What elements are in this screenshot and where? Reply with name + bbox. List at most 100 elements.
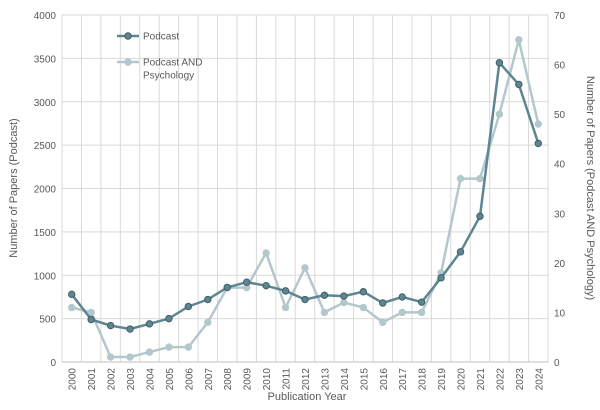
x-tick-label: 2022 (495, 368, 506, 391)
data-point (476, 212, 484, 220)
legend-label-line: Podcast (143, 32, 179, 43)
y-tick-label-left: 0 (50, 358, 56, 369)
data-point (165, 343, 173, 351)
legend-label-line: Podcast AND (143, 58, 202, 69)
data-point (379, 318, 387, 327)
x-tick-label: 2009 (243, 368, 254, 391)
data-point (340, 292, 348, 300)
x-tick-label: 2007 (204, 368, 215, 391)
data-point (359, 303, 368, 312)
x-tick-label: 2020 (457, 368, 468, 391)
x-tick-label: 2005 (165, 368, 176, 391)
data-point (204, 318, 212, 327)
y-axis-label-left: Number of Papers (Podcast) (8, 118, 20, 257)
x-tick-label: 2015 (359, 368, 370, 391)
x-tick-label: 2004 (145, 368, 156, 391)
data-point (262, 281, 270, 290)
x-tick-label: 2018 (418, 368, 429, 391)
y-tick-label-right: 30 (554, 209, 566, 220)
x-tick-label: 2010 (262, 368, 273, 391)
series-line-podcast-and-psychology (70, 38, 540, 359)
data-point (359, 288, 368, 296)
y-tick-label-right: 50 (554, 110, 566, 121)
legend-entry-label: Podcast (143, 32, 179, 43)
x-tick-label: 2002 (107, 368, 118, 391)
data-point (106, 353, 115, 361)
y-tick-label-left: 1000 (34, 271, 57, 282)
y-tick-label-left: 2000 (34, 185, 57, 196)
x-tick-label: 2013 (320, 368, 331, 391)
x-tick-label: 2003 (126, 368, 137, 391)
x-tick-label: 2006 (184, 368, 195, 391)
data-point (534, 120, 542, 128)
data-point (184, 302, 193, 311)
legend: Podcast Podcast AND Psychology (117, 32, 202, 82)
legend-label-line: Psychology (143, 71, 194, 82)
legend-swatch-marker (124, 32, 132, 40)
data-point (68, 290, 76, 299)
data-point (301, 264, 309, 272)
data-point (223, 283, 231, 292)
x-tick-label: 2012 (301, 368, 312, 391)
data-point (495, 59, 504, 67)
data-point (320, 291, 329, 299)
data-point (398, 308, 406, 317)
y-tick-label-right: 70 (554, 11, 566, 22)
data-point (184, 343, 193, 351)
data-point (476, 174, 484, 183)
data-point (281, 303, 290, 312)
y-tick-label-right: 10 (554, 308, 566, 319)
data-point (379, 299, 387, 307)
data-point (515, 36, 523, 44)
data-point (515, 80, 523, 89)
y-tick-label-left: 2500 (34, 141, 57, 152)
y-tick-label-left: 500 (39, 315, 56, 326)
y-tick-label-right: 0 (554, 358, 560, 369)
series (68, 36, 542, 361)
y-tick-label-left: 1500 (34, 228, 57, 239)
data-point (204, 295, 212, 304)
y-axis-label-right: Number of Papers (Podcast AND Psychology… (584, 76, 596, 300)
x-tick-label: 2017 (398, 368, 409, 391)
data-point (340, 298, 348, 307)
data-point (68, 303, 76, 312)
data-point (301, 295, 309, 304)
data-point (87, 308, 95, 317)
x-tick-label: 2024 (534, 368, 545, 391)
data-point (106, 321, 115, 330)
axes: 0 500 1000 1500 2000 2500 3000 3500 4000 0 10 20 30 4… (34, 11, 566, 390)
data-point (242, 278, 251, 286)
data-point (281, 287, 290, 295)
legend-swatch-marker (124, 58, 132, 66)
data-point (320, 308, 329, 317)
x-tick-label: 2019 (437, 368, 448, 391)
y-tick-label-left: 3500 (34, 54, 57, 65)
data-point (398, 293, 406, 301)
y-tick-label-right: 60 (554, 61, 566, 72)
x-tick-label: 2008 (223, 368, 234, 391)
y-tick-label-left: 4000 (34, 11, 57, 22)
y-tick-label-right: 40 (554, 160, 566, 171)
data-point (417, 298, 426, 306)
data-point (87, 315, 95, 324)
x-tick-label: 2000 (68, 368, 79, 391)
data-point (145, 348, 154, 356)
y-tick-label-left: 3000 (34, 98, 57, 109)
grid-lines (61, 14, 549, 363)
data-point (165, 314, 173, 323)
x-tick-label: 2011 (282, 368, 293, 390)
data-point (456, 174, 465, 183)
y-tick-label-right: 20 (554, 259, 566, 270)
data-point (437, 274, 445, 282)
series-line-podcast (70, 61, 540, 331)
data-point (145, 320, 154, 328)
data-point (126, 325, 134, 333)
x-tick-label: 2021 (476, 368, 487, 391)
x-tick-label: 2016 (379, 368, 390, 391)
data-point (262, 249, 270, 257)
x-tick-label: 2001 (87, 368, 98, 391)
x-axis-label: Publication Year (268, 391, 347, 403)
data-point (417, 308, 426, 317)
